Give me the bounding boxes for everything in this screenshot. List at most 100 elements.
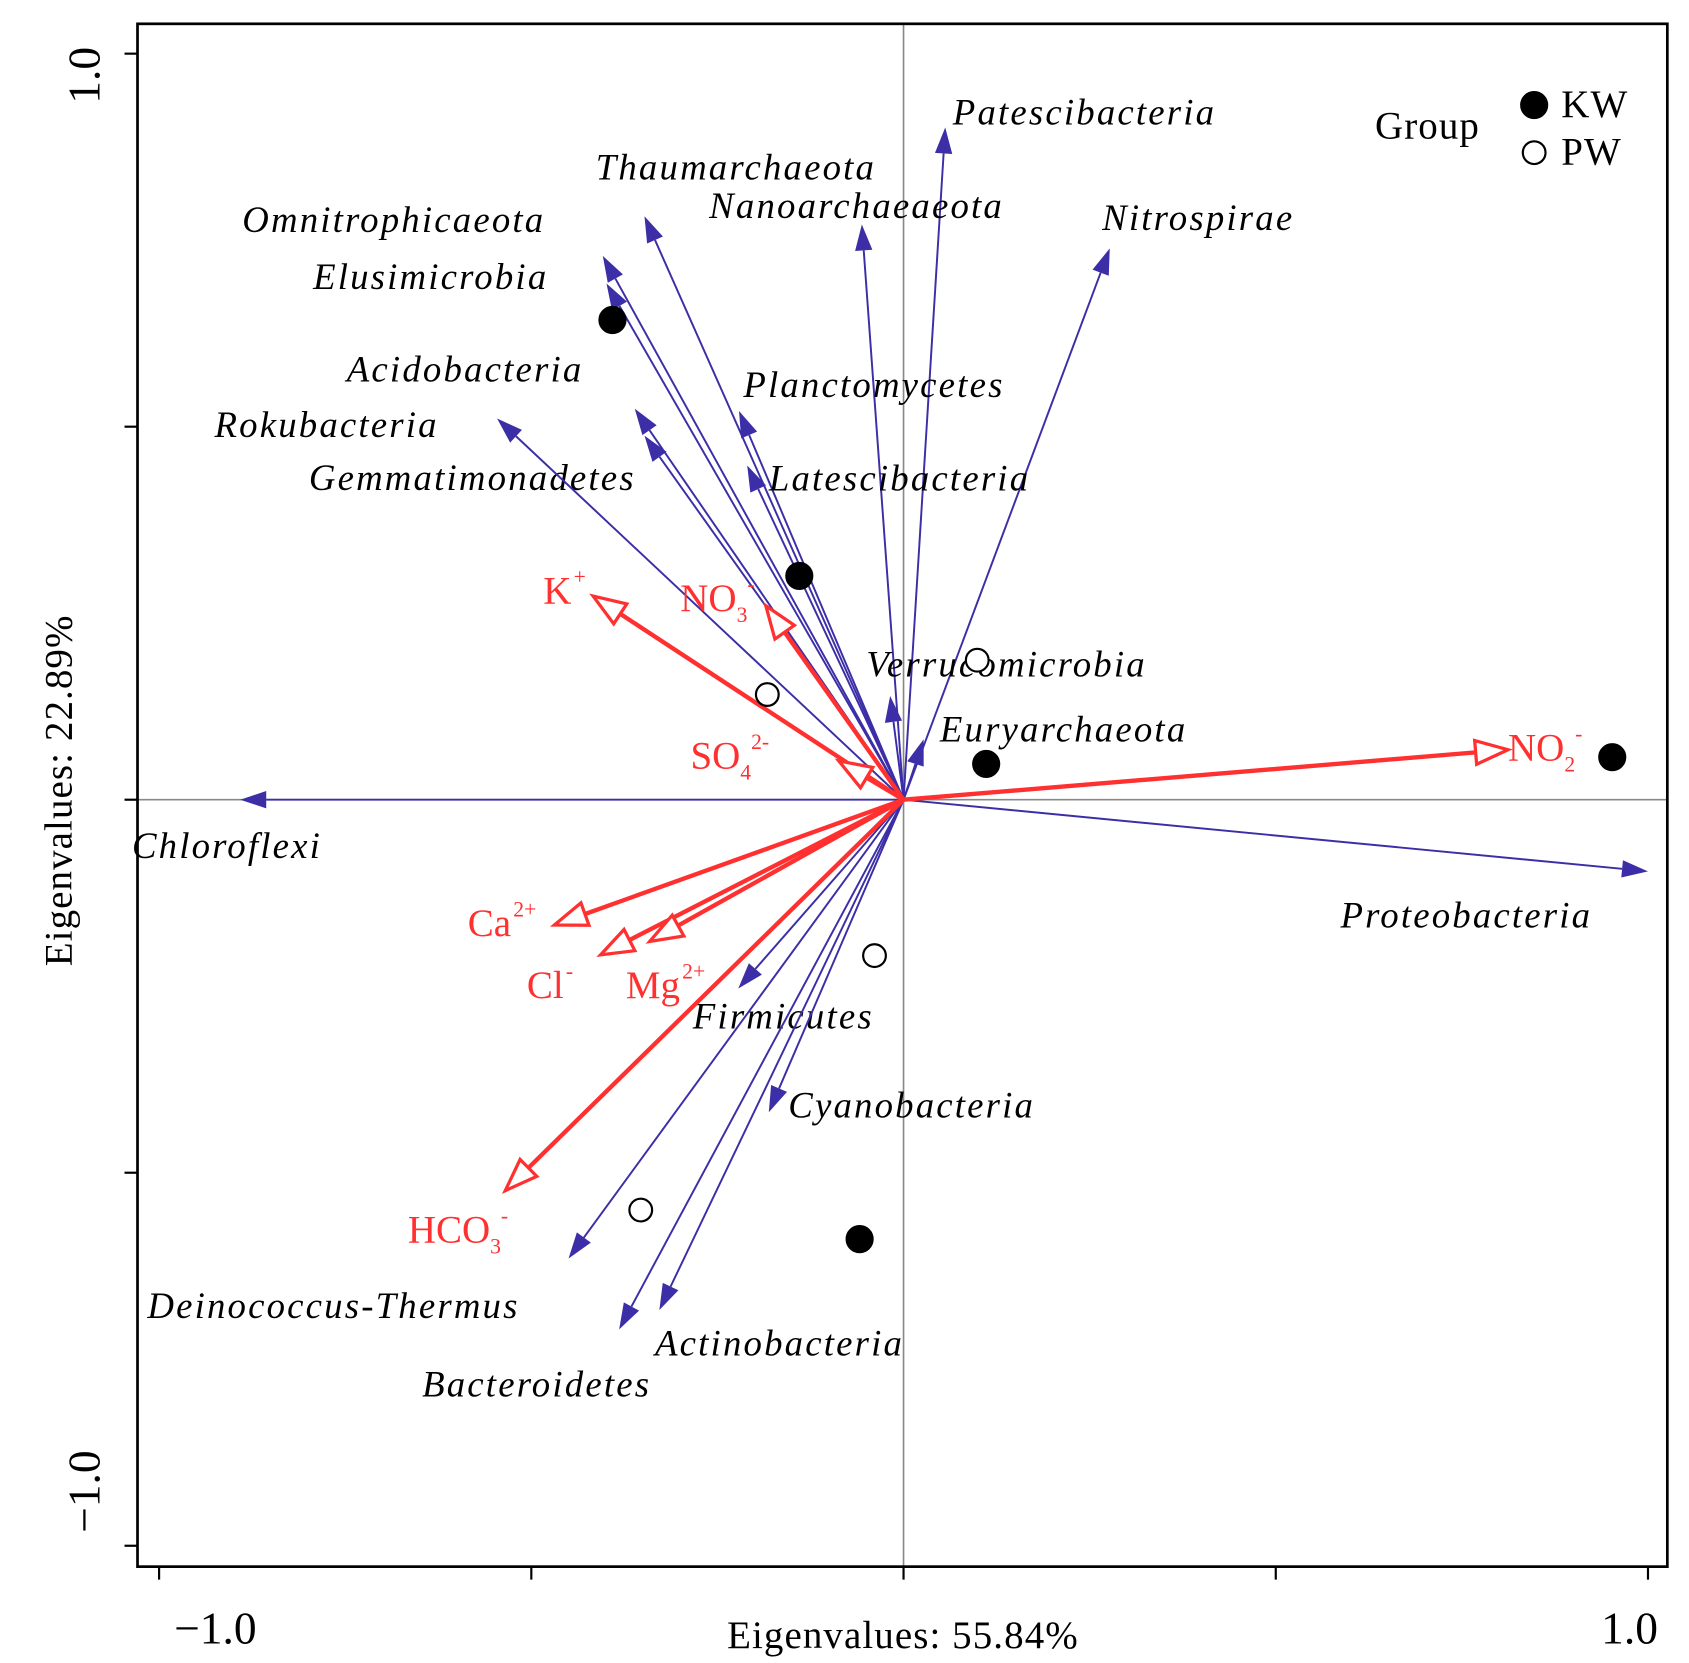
species-arrow <box>884 696 905 800</box>
arrow-head <box>1621 860 1648 878</box>
env-arrow <box>645 797 905 944</box>
species-label: Thaumarchaeota <box>596 146 876 187</box>
env-label-base: Ca <box>468 902 511 945</box>
species-label: Nitrospirae <box>1101 197 1294 238</box>
env-label-base: Mg <box>626 964 680 1007</box>
site-point <box>628 1197 654 1223</box>
arrow-head <box>884 696 903 723</box>
x-tick-label: 1.0 <box>1601 1603 1658 1654</box>
env-label-sup: - <box>747 573 754 597</box>
env-label: HCO3- <box>408 1204 508 1258</box>
arrow-head <box>568 1232 591 1259</box>
species-label: Rokubacteria <box>213 404 438 445</box>
y-tick-label: 1.0 <box>59 47 110 104</box>
arrow-head <box>644 435 667 462</box>
arrow-head <box>549 900 592 927</box>
species-label: Latescibacteria <box>768 457 1030 498</box>
env-label-sup: - <box>1575 722 1582 746</box>
arrow-head <box>645 912 687 944</box>
species-arrow <box>497 418 905 801</box>
env-label: Mg 2+ <box>626 959 705 1006</box>
site-point <box>598 305 627 335</box>
species-arrow <box>606 283 905 801</box>
species-label: Acidobacteria <box>344 349 584 390</box>
species-arrow <box>644 216 905 801</box>
arrow-head <box>1092 248 1110 276</box>
species-label: Gemmatimonadetes <box>309 457 636 498</box>
arrow-shaft <box>754 799 905 970</box>
site-point <box>862 943 887 969</box>
x-tick-label: −1.0 <box>174 1603 256 1654</box>
arrow-shaft <box>865 775 905 802</box>
arrow-head <box>747 465 767 493</box>
arrow-shaft <box>748 434 905 801</box>
arrow-head <box>240 791 267 809</box>
arrow-head <box>497 418 522 443</box>
arrow-shaft <box>862 250 905 800</box>
legend-marker <box>1521 140 1547 166</box>
arrow-shaft <box>676 797 905 928</box>
species-label: Firmicutes <box>692 996 874 1037</box>
species-arrow <box>902 248 1110 801</box>
site-point <box>972 749 1001 778</box>
species-label: Deinococcus-Thermus <box>146 1285 519 1326</box>
legend-marker <box>1520 90 1549 120</box>
env-label-base: NO <box>680 577 736 620</box>
env-label-sub: 3 <box>737 603 748 627</box>
env-arrow <box>549 797 905 927</box>
species-arrow <box>568 799 905 1259</box>
arrow-head <box>907 739 924 767</box>
env-label-sub: 3 <box>490 1234 501 1258</box>
env-label: Ca 2+ <box>468 897 536 944</box>
species-arrow <box>739 411 905 801</box>
species-label: Cyanobacteria <box>788 1085 1035 1126</box>
species-label: Proteobacteria <box>1340 895 1593 936</box>
env-arrow <box>834 758 905 802</box>
species-arrow <box>602 255 905 801</box>
arrow-head <box>501 1156 540 1194</box>
env-arrow <box>763 601 906 801</box>
site-point <box>754 682 780 707</box>
arrow-shaft <box>903 750 1476 802</box>
legend-label: PW <box>1561 131 1622 174</box>
arrow-head <box>606 283 627 311</box>
species-arrow <box>902 127 953 800</box>
species-label: Bacteroidetes <box>422 1364 651 1405</box>
species-label: Chloroflexi <box>132 825 322 866</box>
legend-title: Group <box>1375 105 1480 148</box>
arrow-head <box>619 1302 640 1330</box>
site-point <box>845 1225 874 1254</box>
env-label-sup: 2+ <box>682 959 705 983</box>
arrow-head <box>763 601 798 642</box>
arrow-shaft <box>757 488 905 801</box>
species-label: Actinobacteria <box>652 1322 904 1363</box>
arrow-head <box>659 1282 679 1311</box>
env-label-base: Cl <box>527 964 564 1007</box>
env-label-base: SO <box>690 734 740 777</box>
species-label: Omnitrophicaeota <box>242 199 545 240</box>
arrow-head <box>768 1085 788 1113</box>
arrow-head <box>855 224 873 252</box>
arrow-shaft <box>902 763 917 801</box>
env-label-sup: - <box>566 960 573 984</box>
species-arrow <box>768 799 905 1113</box>
env-label: SO42- <box>690 730 769 784</box>
env-label-sup: 2- <box>751 730 769 754</box>
arrow-shaft <box>669 799 905 1287</box>
arrow-shaft <box>903 798 1623 870</box>
arrow-shaft <box>630 799 905 1307</box>
env-label: Cl - <box>527 960 573 1007</box>
arrow-head <box>589 593 630 627</box>
legend-label: KW <box>1561 83 1628 126</box>
species-arrow <box>240 791 904 809</box>
arrow-shaft <box>526 798 906 1170</box>
arrow-head <box>596 926 638 958</box>
arrow-shaft <box>584 797 905 917</box>
env-label-sup: 2+ <box>513 897 536 921</box>
arrow-shaft <box>782 630 906 801</box>
arrow-head <box>834 758 876 791</box>
species-label: Verrucomicrobia <box>866 644 1146 685</box>
arrow-shaft <box>515 435 905 801</box>
arrow-shaft <box>778 799 905 1089</box>
